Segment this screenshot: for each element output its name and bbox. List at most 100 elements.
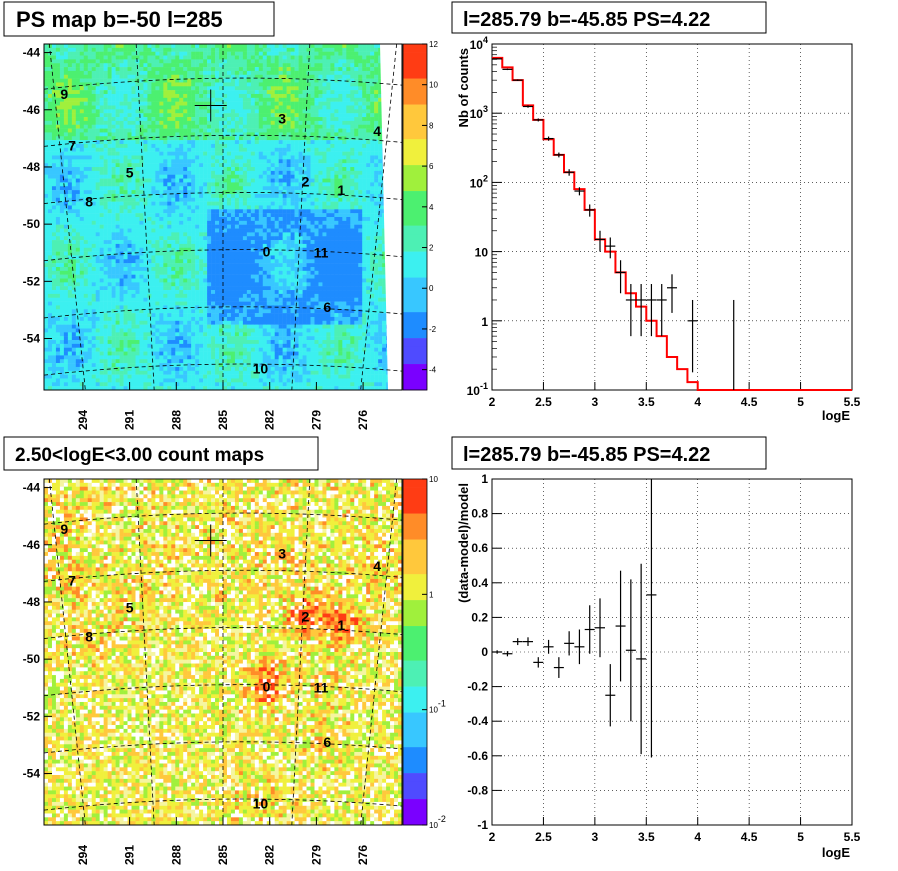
ps-map-cell: [107, 247, 112, 252]
ps-map-cell: [87, 340, 92, 345]
ps-map-cell: [242, 170, 248, 175]
ps-map-cell: [147, 82, 152, 87]
ps-map-cell: [44, 259, 49, 264]
ps-map-cell: [219, 351, 224, 356]
ps-map-cell: [83, 190, 89, 195]
ps-map-cell: [107, 340, 112, 345]
ps-map-cell: [139, 286, 144, 291]
ps-map-cell: [195, 140, 200, 145]
ps-map-cell: [135, 286, 140, 291]
ps-map-cell: [183, 109, 188, 114]
ps-map-cell: [250, 190, 256, 195]
ps-map-cell: [215, 178, 220, 183]
ps-map-cell: [183, 236, 188, 241]
ps-map-cell: [139, 374, 144, 379]
ps-map-cell: [238, 174, 244, 179]
ps-map-cell: [226, 143, 232, 149]
ps-map-cell: [191, 363, 196, 368]
ps-map-cell: [167, 247, 172, 252]
ps-map-cell: [258, 174, 264, 179]
ps-map-cell: [44, 217, 49, 222]
ps-map-cell: [143, 313, 148, 318]
ps-map-cell: [119, 243, 124, 248]
ps-map-cell: [119, 90, 124, 95]
ps-map-cell: [171, 340, 176, 345]
ps-map-cell: [211, 240, 216, 245]
ps-map-cell: [183, 59, 188, 64]
ps-map-cell: [159, 140, 164, 145]
ps-map-cell: [51, 44, 57, 49]
ps-map-cell: [67, 247, 73, 252]
ps-map-cell: [79, 128, 85, 133]
ps-map-cell: [87, 74, 92, 79]
ps-map-cell: [207, 366, 212, 372]
ps-map-cell: [135, 347, 140, 352]
ps-map-cell: [99, 278, 104, 283]
ps-map-cell: [91, 351, 96, 356]
ps-map-cell: [230, 70, 236, 75]
ps-map-cell: [163, 167, 168, 172]
ps-map-cell: [44, 47, 49, 52]
ps-map-cell: [179, 178, 184, 183]
ps-map-cell: [67, 366, 73, 372]
ps-map-cell: [115, 82, 120, 87]
ps-map-cell: [234, 136, 240, 141]
ps-map-cell: [246, 316, 252, 322]
ps-map-cell: [171, 93, 176, 99]
ps-map-cell: [91, 255, 96, 260]
ps-map-cell: [171, 197, 176, 202]
ps-map-cell: [103, 109, 108, 114]
ps-map-cell: [226, 132, 232, 137]
ps-map-cell: [163, 347, 168, 352]
ps-map-cell: [230, 224, 236, 229]
ps-map-cell: [215, 117, 220, 122]
ps-map-cell: [238, 67, 244, 72]
ps-map-cell: [131, 86, 136, 91]
ps-map-cell: [167, 47, 172, 52]
ps-map-cell: [242, 251, 248, 256]
ps-map-cell: [151, 313, 156, 318]
ps-map-cell: [187, 70, 192, 75]
ps-map-cell: [147, 224, 152, 229]
ps-map-cell: [51, 209, 57, 214]
ps-map-cell: [199, 290, 204, 295]
ps-map-cell: [211, 313, 216, 318]
ps-map-cell: [254, 74, 260, 79]
ps-map-cell: [107, 190, 112, 195]
ps-map-cell: [59, 290, 65, 295]
ps-map-cell: [219, 55, 224, 60]
ps-map-cell: [59, 143, 65, 149]
ps-map-cell: [63, 147, 69, 152]
ps-map-cell: [83, 370, 89, 375]
ps-map-cell: [155, 113, 160, 118]
ps-map-cell: [44, 232, 49, 237]
ps-map-cell: [226, 228, 232, 233]
ps-map-cell: [127, 313, 132, 318]
ps-map-cell: [254, 143, 260, 149]
ps-map-cell: [234, 347, 240, 352]
ps-map-cell: [107, 328, 112, 333]
ps-map-cell: [127, 324, 132, 329]
ps-map-cell: [223, 240, 228, 245]
ps-map-cell: [99, 270, 104, 275]
ps-map-cell: [115, 370, 120, 375]
ps-map-cell: [91, 190, 96, 195]
ps-map-cell: [175, 174, 180, 179]
ps-map-cell: [107, 378, 112, 383]
ps-map-cell: [131, 324, 136, 329]
ps-map-cell: [115, 217, 120, 222]
ps-map-cell: [75, 247, 81, 252]
ps-map-cell: [159, 290, 164, 295]
ps-map-cell: [191, 217, 196, 222]
ps-map-cell: [127, 109, 132, 114]
ps-map-cell: [187, 247, 192, 252]
ps-map-cell: [131, 159, 136, 164]
ps-map-cell: [75, 259, 81, 264]
ps-map-cell: [127, 301, 132, 306]
ps-map-cell: [230, 351, 236, 356]
ps-map-cell: [143, 44, 148, 49]
ps-map-cell: [171, 174, 176, 179]
ps-map-cell: [159, 324, 164, 329]
ps-map-cell: [99, 247, 104, 252]
ps-map-cell: [199, 209, 204, 214]
